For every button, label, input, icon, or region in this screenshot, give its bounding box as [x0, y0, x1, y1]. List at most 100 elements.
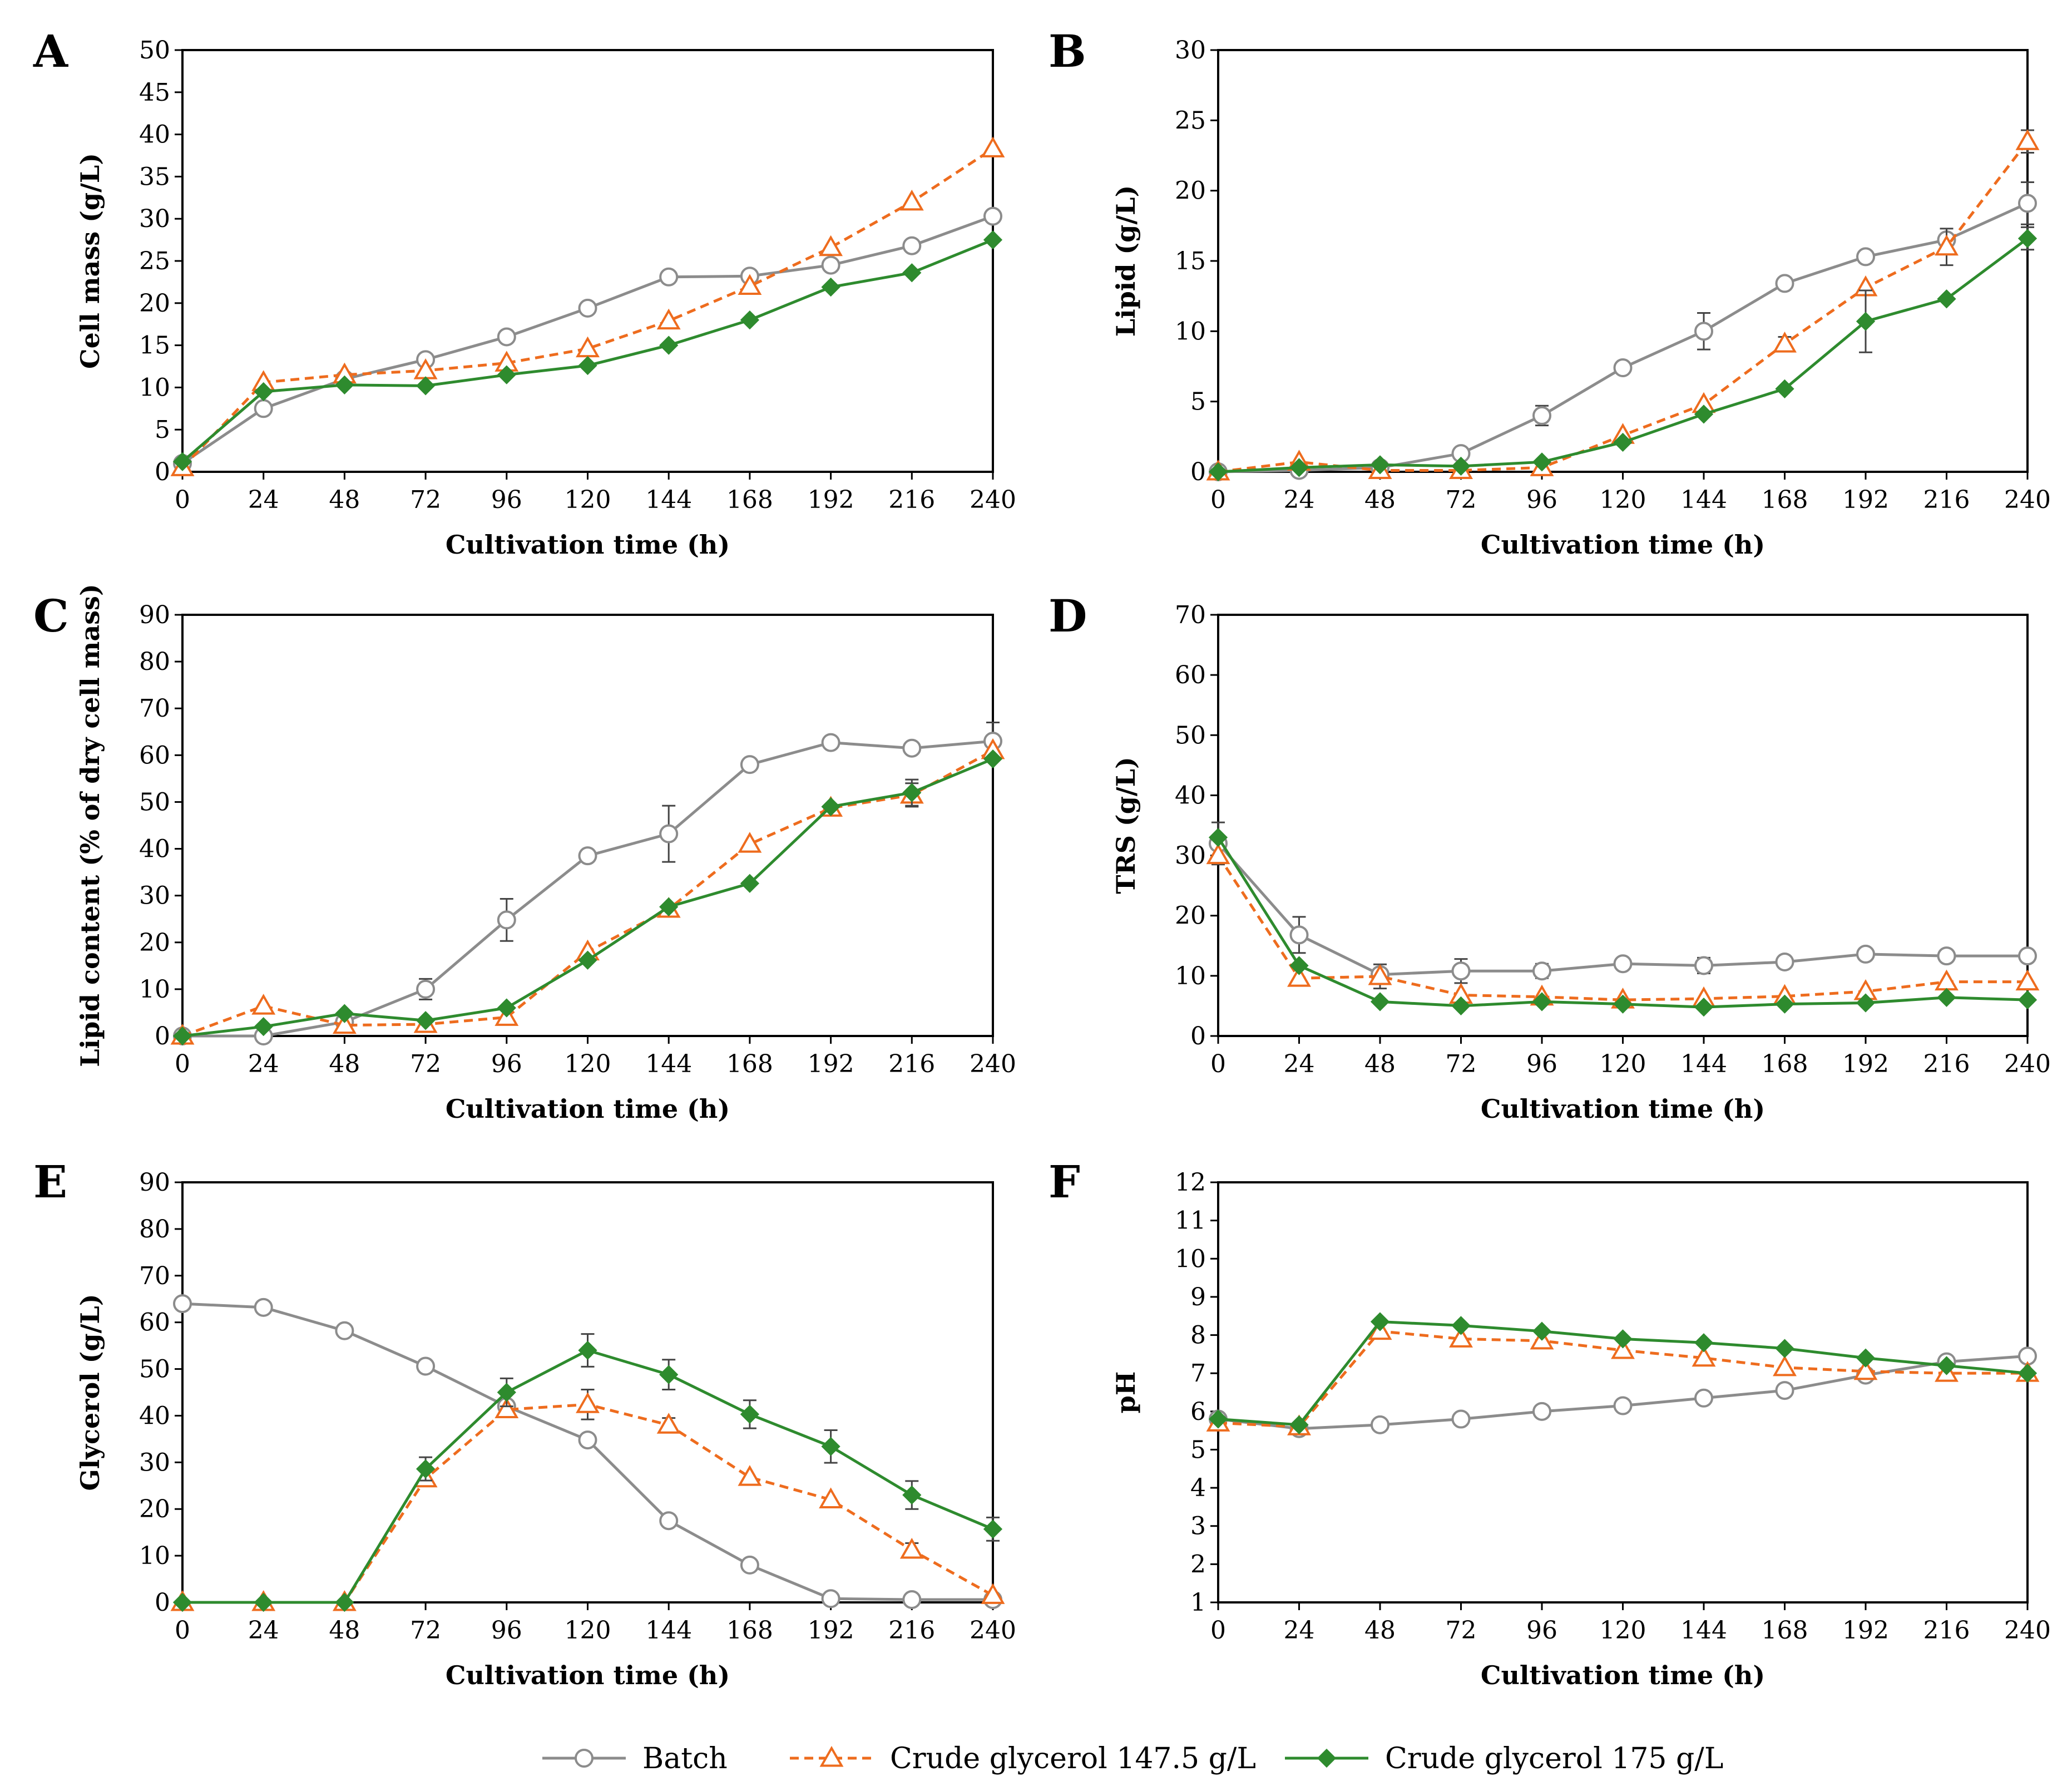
panel-letter: F: [1049, 1156, 1080, 1208]
y-tick-label: 60: [139, 1309, 170, 1337]
data-point: [738, 274, 762, 295]
data-point: [1856, 944, 1875, 964]
y-axis-title: Lipid (g/L): [1111, 185, 1141, 337]
x-tick-label: 0: [175, 486, 190, 514]
data-point: [254, 1592, 273, 1612]
data-point: [1694, 404, 1714, 424]
x-tick-label: 144: [645, 1050, 692, 1078]
data-point: [1208, 462, 1228, 482]
plot-frame: [181, 614, 994, 1037]
data-point: [821, 255, 840, 275]
data-point: [1613, 954, 1633, 974]
data-point: [1451, 996, 1471, 1016]
data-point: [899, 189, 924, 211]
data-point: [821, 797, 840, 816]
x-tick-label: 168: [1762, 1050, 1808, 1078]
x-tick-label: 192: [1842, 1050, 1889, 1078]
data-point: [1775, 1339, 1794, 1358]
y-tick-label: 80: [139, 648, 170, 676]
x-tick-label: 48: [329, 1050, 360, 1078]
y-tick-label: 40: [139, 835, 170, 864]
data-point: [902, 738, 922, 758]
legend-marker: [1317, 1748, 1337, 1768]
x-tick-label: 0: [1210, 1050, 1226, 1078]
data-point: [1449, 1326, 1473, 1348]
x-tick-label: 216: [888, 486, 935, 514]
x-tick-label: 0: [1210, 1616, 1226, 1645]
y-tick-label: 45: [139, 78, 170, 107]
data-point: [578, 950, 597, 970]
data-point: [740, 1404, 760, 1424]
data-point: [173, 1294, 192, 1314]
x-tick-label: 168: [1762, 1616, 1808, 1645]
data-point: [1775, 274, 1794, 293]
y-tick-label: 35: [139, 162, 170, 191]
series-batch: [173, 721, 1002, 1045]
y-tick-label: 10: [1175, 1245, 1206, 1273]
series-crude_175: [1208, 1312, 2038, 1434]
data-point: [821, 277, 840, 297]
y-tick-label: 50: [139, 1355, 170, 1384]
x-axis-title: Cultivation time (h): [1481, 1094, 1765, 1124]
y-tick-label: 10: [139, 373, 170, 402]
data-point: [819, 235, 843, 256]
x-tick-label: 48: [1364, 1050, 1396, 1078]
x-tick-label: 192: [808, 1050, 854, 1078]
x-tick-label: 216: [1923, 1050, 1970, 1078]
data-point: [1532, 1402, 1551, 1421]
y-tick-label: 10: [1175, 317, 1206, 346]
data-point: [1694, 1388, 1713, 1408]
x-tick-label: 48: [329, 1616, 360, 1645]
y-tick-label: 20: [139, 289, 170, 318]
x-axis-title: Cultivation time (h): [446, 530, 730, 560]
x-tick-label: 96: [491, 1616, 522, 1645]
panel-B: B 0 5 10 15 20 25 30 0 24 48 72 96 120 144 168 192 216 240…: [1049, 25, 2051, 560]
y-tick-label: 25: [1175, 106, 1206, 135]
series-line: [1217, 836, 2028, 1009]
x-tick-label: 144: [1680, 1050, 1727, 1078]
data-point: [497, 998, 516, 1018]
legend-marker: [575, 1749, 594, 1768]
x-axis-title: Cultivation time (h): [446, 1660, 730, 1690]
data-point: [659, 335, 679, 355]
data-point: [1775, 379, 1794, 399]
data-point: [1370, 455, 1390, 475]
data-point: [1694, 997, 1714, 1017]
series-crude_147_5: [170, 738, 1005, 1045]
x-tick-label: 48: [329, 486, 360, 514]
series-crude_175: [172, 1333, 1003, 1612]
y-tick-label: 7: [1190, 1359, 1206, 1388]
x-tick-label: 120: [1600, 1050, 1646, 1078]
y-axis-title: Lipid content (% of dry cell mass): [75, 584, 105, 1067]
data-point: [1451, 1316, 1471, 1335]
x-tick-label: 0: [175, 1616, 190, 1645]
data-point: [332, 1013, 357, 1034]
y-tick-label: 8: [1190, 1321, 1206, 1350]
y-tick-label: 50: [139, 788, 170, 816]
data-point: [1694, 956, 1713, 975]
data-point: [1208, 1409, 1228, 1429]
series-line: [182, 1349, 993, 1604]
x-tick-label: 168: [726, 1050, 773, 1078]
x-tick-label: 168: [1762, 486, 1808, 514]
data-point: [416, 376, 436, 396]
data-point: [2017, 1364, 2038, 1383]
data-point: [1613, 432, 1633, 452]
series-crude_147_5: [170, 1388, 1005, 1611]
data-point: [1532, 961, 1551, 981]
series-crude_175: [172, 749, 1003, 1046]
x-axis-title: Cultivation time (h): [1481, 530, 1765, 560]
data-point: [1775, 994, 1794, 1014]
x-tick-label: 72: [1446, 1616, 1477, 1645]
data-point: [335, 1321, 354, 1340]
data-point: [2018, 946, 2037, 966]
x-tick-label: 96: [491, 1050, 522, 1078]
x-tick-label: 0: [175, 1050, 190, 1078]
data-point: [416, 1011, 436, 1030]
y-tick-label: 5: [1190, 388, 1206, 416]
y-tick-label: 80: [139, 1215, 170, 1244]
series-crude_147_5: [1206, 129, 2040, 481]
legend-item-crude_147_5: Crude glycerol 147.5 g/L: [790, 1742, 1256, 1775]
x-tick-label: 72: [410, 1616, 441, 1645]
x-tick-label: 72: [410, 486, 441, 514]
